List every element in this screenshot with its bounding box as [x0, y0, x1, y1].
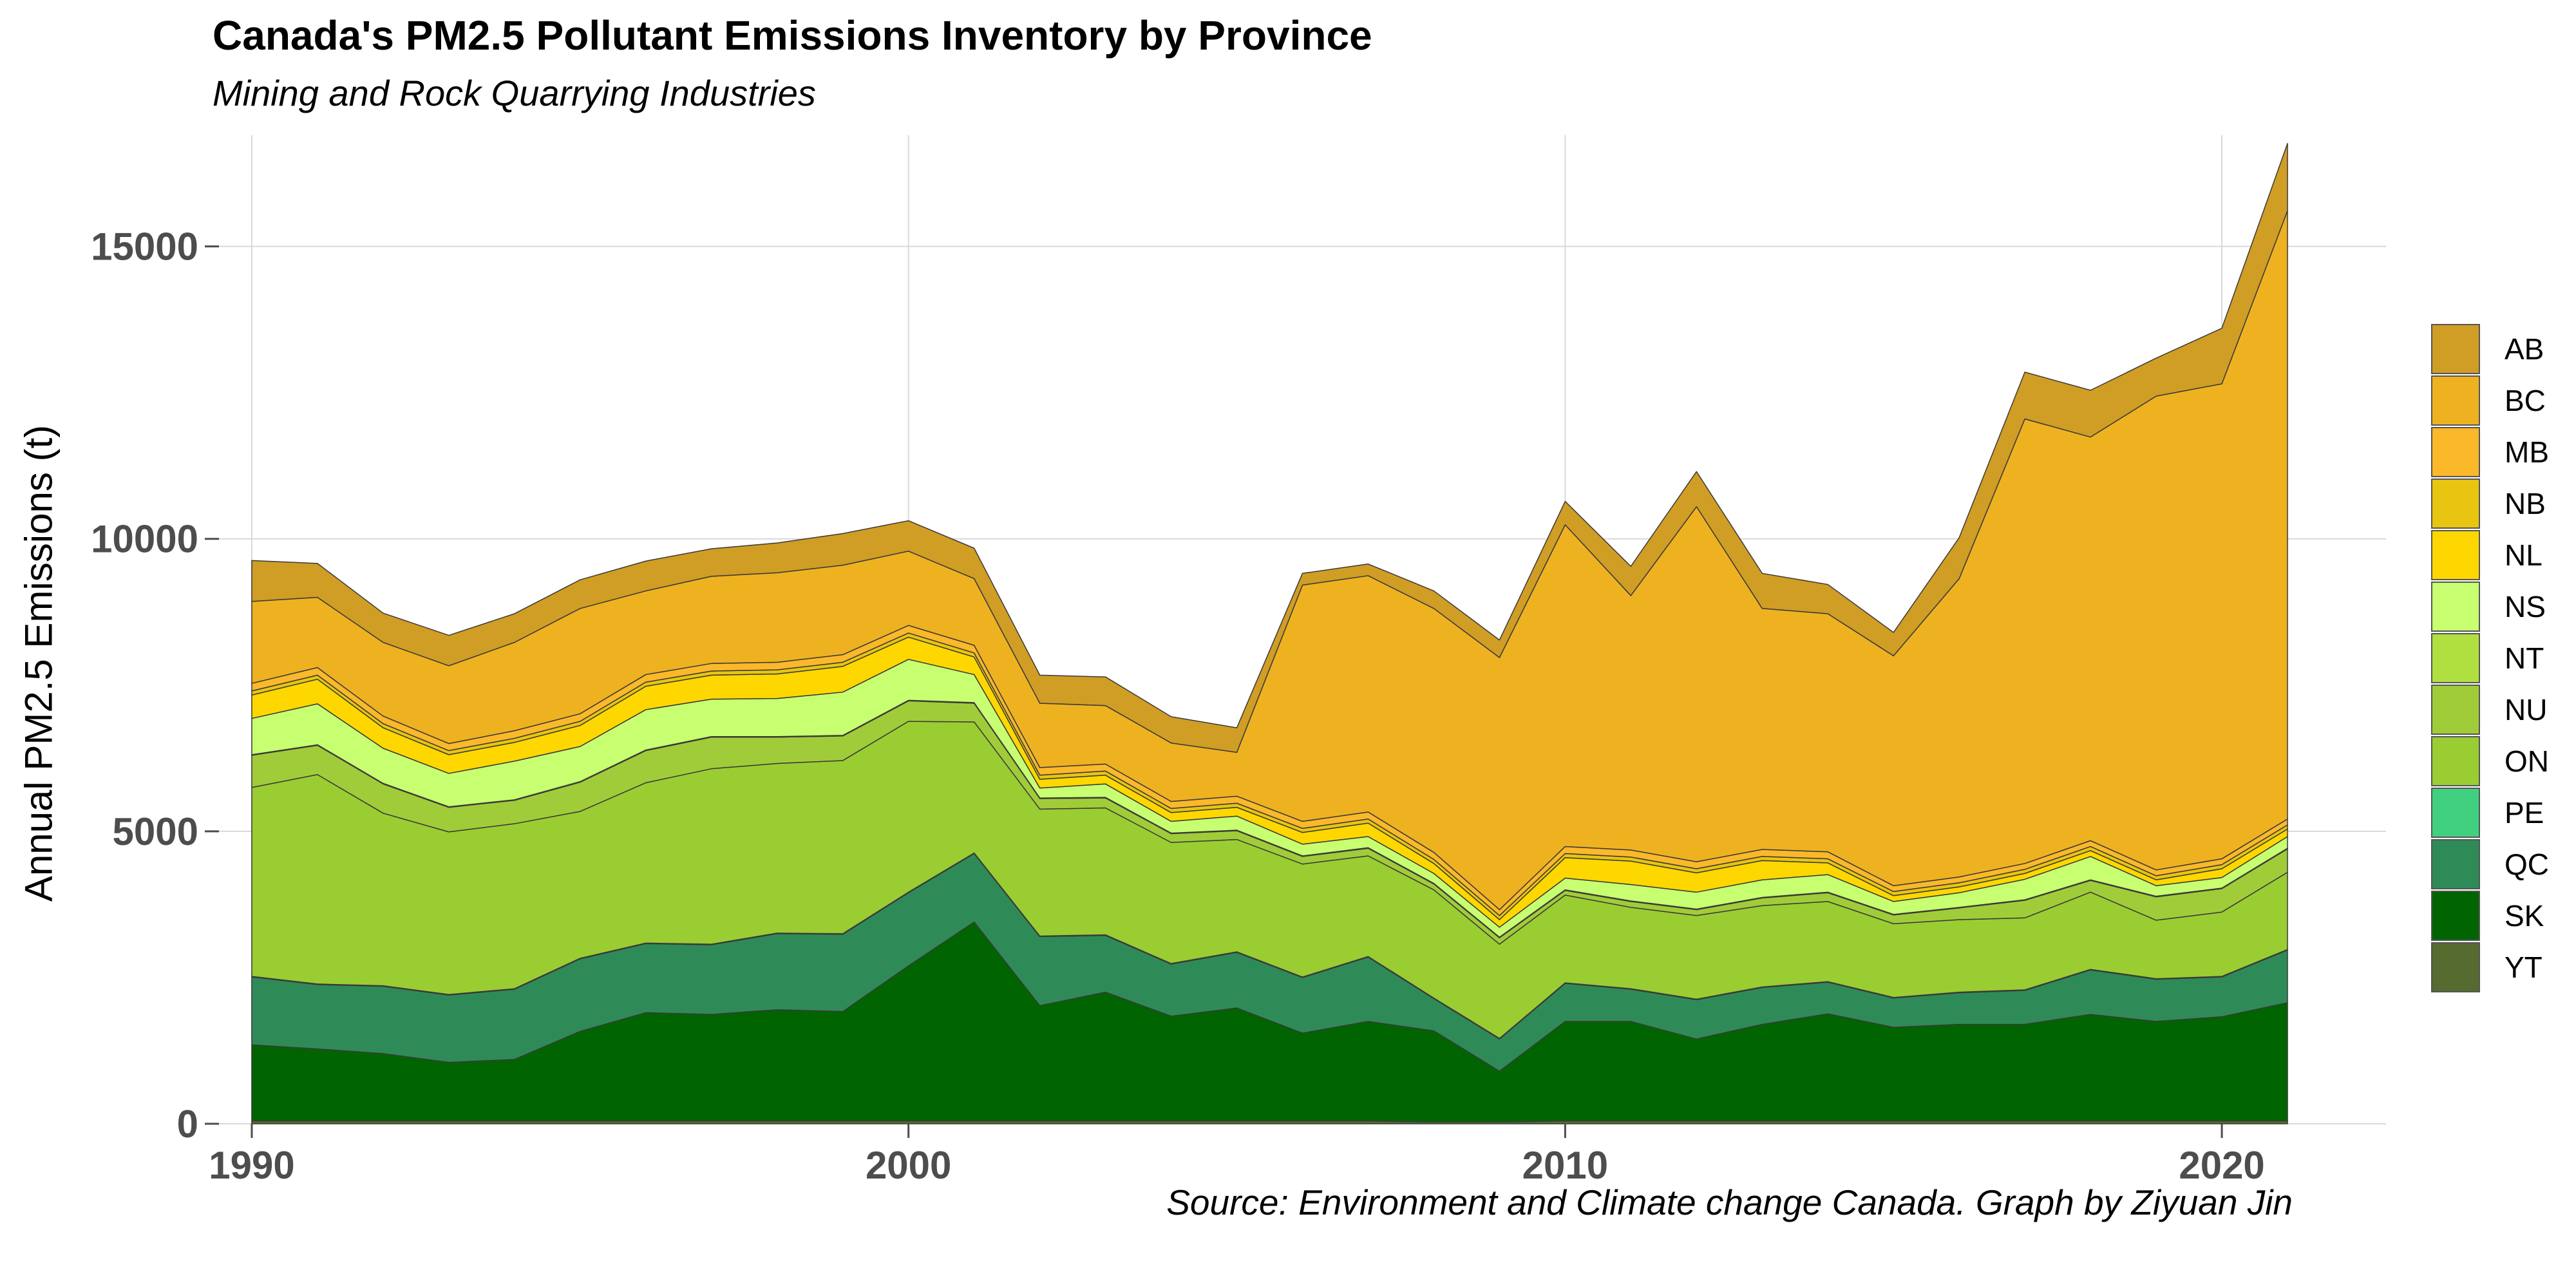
legend-item-pe: PE — [2431, 787, 2549, 838]
y-tick-label-10000: 10000 — [91, 518, 198, 561]
legend-item-on: ON — [2431, 735, 2549, 787]
legend-swatch — [2431, 839, 2480, 889]
legend-swatch — [2431, 375, 2480, 426]
chart-caption: Source: Environment and Climate change C… — [1166, 1182, 2293, 1222]
y-tick-label-0: 0 — [177, 1103, 198, 1146]
legend-item-qc: QC — [2431, 838, 2549, 890]
y-tick-label-15000: 15000 — [91, 225, 198, 269]
legend-swatch — [2431, 736, 2480, 786]
legend-swatch — [2431, 685, 2480, 735]
y-tick-label-5000: 5000 — [113, 810, 198, 853]
legend-label: BC — [2505, 384, 2546, 417]
x-tick-label-2000: 2000 — [866, 1144, 951, 1187]
legend-label: SK — [2505, 899, 2544, 933]
legend-item-bc: BC — [2431, 375, 2549, 426]
legend-swatch — [2431, 427, 2480, 477]
legend-label: NS — [2505, 590, 2546, 623]
legend-swatch — [2431, 530, 2480, 580]
legend-label: MB — [2505, 435, 2549, 469]
legend-item-nu: NU — [2431, 684, 2549, 735]
axes: 0 5000 10000 15000 1990 2000 2010 2020 — [91, 225, 2265, 1187]
x-tick-label-2020: 2020 — [2179, 1144, 2264, 1187]
legend-label: NL — [2505, 538, 2543, 572]
legend-item-nl: NL — [2431, 529, 2549, 581]
x-tick-label-1990: 1990 — [209, 1144, 294, 1187]
chart-subtitle: Mining and Rock Quarrying Industries — [213, 73, 816, 113]
legend-label: NB — [2505, 487, 2546, 520]
legend-label: QC — [2505, 848, 2549, 881]
legend-label: PE — [2505, 796, 2544, 829]
legend-swatch — [2431, 942, 2480, 992]
legend-swatch — [2431, 478, 2480, 529]
legend-item-sk: SK — [2431, 890, 2549, 942]
legend-item-nt: NT — [2431, 632, 2549, 684]
legend-swatch — [2431, 891, 2480, 941]
legend-label: NT — [2505, 641, 2544, 675]
legend-label: NU — [2505, 693, 2548, 726]
chart-title: Canada's PM2.5 Pollutant Emissions Inven… — [213, 12, 1372, 59]
area-series — [251, 142, 2288, 1124]
legend-label: AB — [2505, 332, 2544, 366]
legend-swatch — [2431, 582, 2480, 632]
legend-item-mb: MB — [2431, 426, 2549, 478]
legend-swatch — [2431, 324, 2480, 374]
x-tick-label-2010: 2010 — [1522, 1144, 1608, 1187]
legend-label: ON — [2505, 744, 2549, 778]
area-ab — [251, 142, 2288, 753]
legend-swatch — [2431, 788, 2480, 838]
legend: AB BC MB NB NL NS NT NU ON PE QC SK YT — [2431, 323, 2549, 993]
legend-label: YT — [2505, 951, 2543, 984]
legend-item-yt: YT — [2431, 942, 2549, 993]
legend-item-ab: AB — [2431, 323, 2549, 375]
legend-item-nb: NB — [2431, 478, 2549, 529]
legend-swatch — [2431, 633, 2480, 683]
legend-item-ns: NS — [2431, 581, 2549, 632]
